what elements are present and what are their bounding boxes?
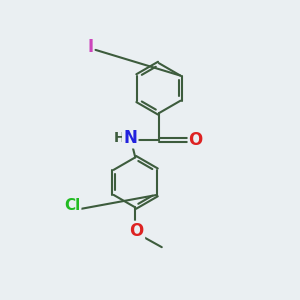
Text: H: H (114, 130, 125, 145)
Text: I: I (87, 38, 93, 56)
Text: Cl: Cl (64, 198, 81, 213)
Text: O: O (188, 131, 203, 149)
Text: N: N (123, 129, 137, 147)
Text: O: O (130, 222, 144, 240)
